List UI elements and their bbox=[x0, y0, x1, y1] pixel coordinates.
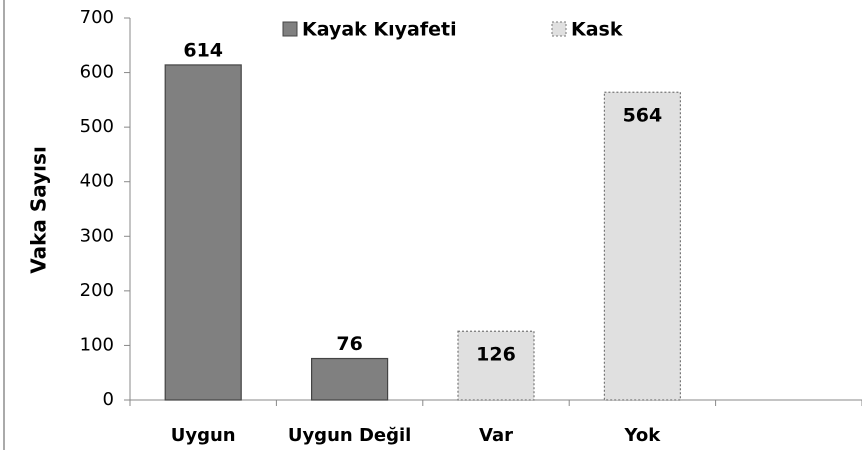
data-label: 126 bbox=[476, 344, 516, 366]
y-axis-label: Vaka Sayısı bbox=[27, 146, 51, 274]
bar bbox=[603, 91, 682, 401]
y-tick-label: 400 bbox=[80, 171, 114, 192]
y-tick-label: 200 bbox=[80, 280, 114, 301]
bar bbox=[311, 357, 389, 401]
x-tick-label: Var bbox=[479, 425, 513, 446]
data-label: 564 bbox=[623, 105, 663, 127]
legend-label: Kayak Kıyafeti bbox=[302, 19, 457, 41]
y-tick-label: 300 bbox=[80, 225, 114, 246]
y-tick-label: 700 bbox=[80, 7, 114, 28]
data-label: 614 bbox=[183, 39, 223, 61]
x-tick-label: Yok bbox=[624, 425, 662, 446]
bar bbox=[457, 330, 535, 401]
y-tick-label: 600 bbox=[80, 62, 114, 83]
legend-swatch bbox=[551, 21, 567, 37]
data-label: 76 bbox=[336, 333, 362, 355]
legend-label: Kask bbox=[571, 19, 623, 41]
y-tick-label: 500 bbox=[80, 116, 114, 137]
bar bbox=[164, 64, 242, 401]
y-tick-label: 0 bbox=[103, 389, 114, 410]
legend-swatch bbox=[282, 21, 298, 37]
x-tick-label: Uygun bbox=[171, 425, 236, 446]
x-tick-label: Uygun Değil bbox=[288, 425, 412, 446]
y-tick-label: 100 bbox=[80, 334, 114, 355]
